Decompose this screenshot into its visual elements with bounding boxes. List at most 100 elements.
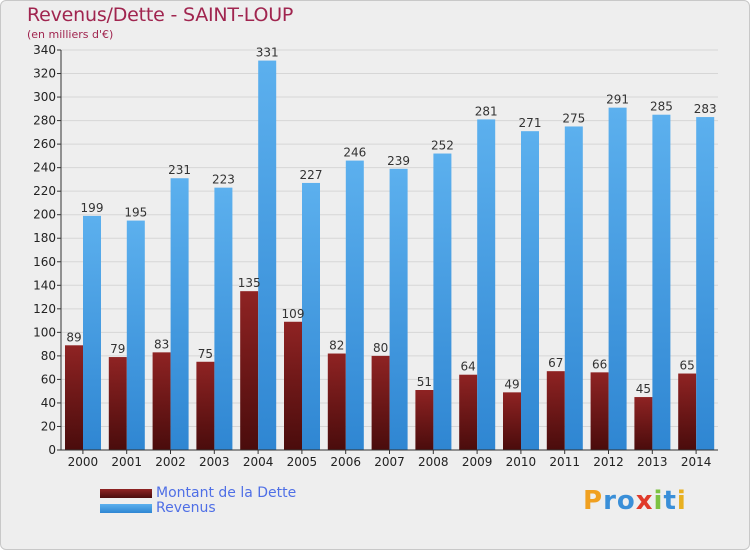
data-label-revenus: 199 xyxy=(81,201,104,215)
y-tick-label: 140 xyxy=(33,278,56,292)
logo-letter: i xyxy=(653,486,664,516)
legend-label-dette: Montant de la Dette xyxy=(156,485,297,501)
bar-revenus xyxy=(564,126,583,451)
data-label-dette: 67 xyxy=(548,356,563,370)
legend-label-revenus: Revenus xyxy=(156,500,216,516)
data-label-dette: 89 xyxy=(66,330,81,344)
data-label-revenus: 252 xyxy=(431,139,454,153)
y-tick-label: 320 xyxy=(33,67,56,81)
legend-swatch-dette xyxy=(100,489,152,498)
bar-dette xyxy=(459,374,478,450)
chart-subtitle: (en milliers d'€) xyxy=(27,28,114,41)
y-tick-label: 40 xyxy=(41,396,56,410)
bar-revenus xyxy=(477,119,496,450)
y-tick-label: 60 xyxy=(41,372,56,386)
logo-letter: P xyxy=(583,486,604,516)
x-tick-label: 2000 xyxy=(68,455,99,469)
x-tick-label: 2005 xyxy=(287,455,318,469)
data-label-revenus: 275 xyxy=(562,111,585,125)
x-tick-label: 2004 xyxy=(243,455,274,469)
x-tick-label: 2007 xyxy=(374,455,405,469)
y-tick-label: 340 xyxy=(33,43,56,57)
data-label-dette: 51 xyxy=(417,375,432,389)
bar-revenus xyxy=(170,178,189,450)
bar-revenus xyxy=(126,220,145,450)
y-tick-label: 220 xyxy=(33,184,56,198)
data-label-dette: 65 xyxy=(680,359,695,373)
data-label-revenus: 271 xyxy=(519,116,542,130)
bar-revenus xyxy=(433,153,452,450)
bar-dette xyxy=(65,345,83,450)
bar-revenus xyxy=(83,215,101,450)
x-tick-label: 2014 xyxy=(681,455,712,469)
bar-dette xyxy=(371,355,390,450)
bar-dette xyxy=(152,352,171,450)
data-label-dette: 83 xyxy=(154,337,169,351)
data-label-dette: 64 xyxy=(461,360,476,374)
y-tick-label: 280 xyxy=(33,114,56,128)
bar-dette xyxy=(415,390,434,450)
bar-dette xyxy=(196,361,215,450)
chart-title: Revenus/Dette - SAINT-LOUP xyxy=(27,4,294,26)
bar-revenus xyxy=(389,168,408,450)
data-label-dette: 135 xyxy=(238,276,261,290)
data-label-revenus: 283 xyxy=(694,102,717,116)
logo-letter: x xyxy=(635,486,654,516)
y-tick-label: 260 xyxy=(33,137,56,151)
x-tick-label: 2011 xyxy=(549,455,580,469)
logo-letter: t xyxy=(663,486,677,516)
bar-dette xyxy=(546,371,565,450)
bar-dette xyxy=(327,353,346,450)
bar-revenus xyxy=(608,107,627,450)
data-label-revenus: 285 xyxy=(650,100,673,114)
proxiti-logo: Proxiti xyxy=(583,486,687,516)
data-label-revenus: 227 xyxy=(300,168,323,182)
data-label-revenus: 195 xyxy=(124,206,147,220)
bar-revenus xyxy=(652,114,671,451)
x-tick-label: 2009 xyxy=(462,455,493,469)
bar-dette xyxy=(634,397,653,450)
bar-dette xyxy=(678,373,697,450)
data-label-dette: 45 xyxy=(636,382,651,396)
data-label-revenus: 281 xyxy=(475,104,498,118)
data-label-dette: 82 xyxy=(329,339,344,353)
x-tick-label: 2001 xyxy=(111,455,142,469)
bar-dette xyxy=(108,357,127,450)
y-tick-label: 0 xyxy=(48,443,56,457)
data-label-revenus: 223 xyxy=(212,173,235,187)
bar-revenus xyxy=(302,182,320,451)
y-tick-label: 180 xyxy=(33,231,56,245)
data-label-dette: 75 xyxy=(198,347,213,361)
y-tick-label: 100 xyxy=(33,325,56,339)
data-label-dette: 109 xyxy=(282,307,305,321)
x-tick-label: 2010 xyxy=(506,455,537,469)
y-tick-label: 120 xyxy=(33,302,56,316)
legend-swatch-revenus xyxy=(100,504,152,513)
y-tick-label: 240 xyxy=(33,161,56,175)
x-tick-label: 2013 xyxy=(637,455,668,469)
x-tick-label: 2012 xyxy=(593,455,624,469)
x-tick-label: 2008 xyxy=(418,455,449,469)
data-label-dette: 79 xyxy=(110,342,125,356)
bar-dette xyxy=(284,321,302,450)
logo-letter: i xyxy=(676,486,687,516)
data-label-revenus: 231 xyxy=(168,163,191,177)
bar-revenus xyxy=(521,131,539,451)
data-label-dette: 80 xyxy=(373,341,388,355)
bar-dette xyxy=(590,372,609,450)
y-tick-label: 300 xyxy=(33,90,56,104)
data-label-revenus: 331 xyxy=(256,46,279,60)
x-tick-label: 2002 xyxy=(155,455,186,469)
data-label-dette: 49 xyxy=(504,377,519,391)
bar-dette xyxy=(503,392,521,450)
y-tick-label: 20 xyxy=(41,419,56,433)
logo-letter: o xyxy=(616,486,636,516)
data-label-revenus: 291 xyxy=(606,93,629,107)
logo-letter: r xyxy=(603,486,617,516)
bar-revenus xyxy=(345,160,364,450)
data-label-revenus: 246 xyxy=(343,146,366,160)
y-tick-label: 160 xyxy=(33,255,56,269)
x-tick-label: 2003 xyxy=(199,455,230,469)
data-label-revenus: 239 xyxy=(387,154,410,168)
x-tick-label: 2006 xyxy=(330,455,361,469)
